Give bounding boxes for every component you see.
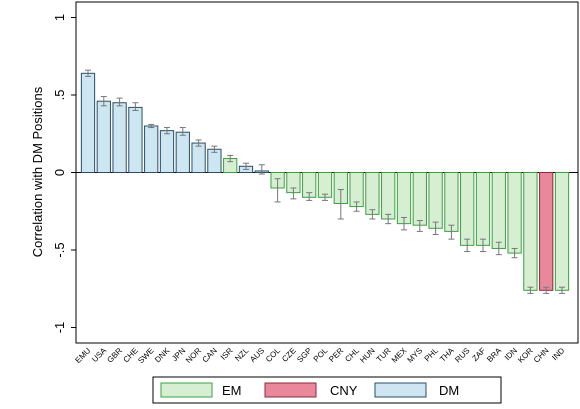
bar-kor [523,172,538,291]
legend-swatch-dm [374,382,427,398]
bar-jpn [175,131,190,173]
bar-nor [191,142,206,174]
bar-dnk [159,130,175,173]
bar-ind [554,172,570,291]
bar-swe [144,125,159,173]
bar-rus [460,172,475,246]
bar-idn [507,172,522,254]
bar-che [128,106,143,173]
bar-pol [317,172,333,198]
legend-swatch-em [160,382,213,398]
legend: EM CNY DM [152,376,502,404]
bar-chn [539,172,554,291]
bar-mex [396,172,412,225]
bar-gbr [112,102,127,173]
bar-tha [444,172,459,232]
bar-bra [491,172,506,249]
y-tick-label: -.5 [52,242,67,257]
bar-usa [96,100,111,173]
bar-zaf [475,172,491,246]
legend-label-dm: DM [439,383,459,398]
bar-mys [412,172,427,226]
y-axis-label: Correlation with DM Positions [30,86,45,257]
y-tick-label: 1 [52,14,67,21]
legend-swatch-cny [264,382,317,398]
bar-emu [80,72,96,173]
bar-hun [365,172,380,215]
legend-label-em: EM [222,383,242,398]
y-tick-label: .5 [52,90,67,101]
y-tick-label: -1 [52,322,67,334]
legend-label-cny: CNY [330,383,358,398]
bar-tur [381,172,396,220]
y-tick-label: 0 [52,169,67,176]
bar-phl [428,172,443,229]
